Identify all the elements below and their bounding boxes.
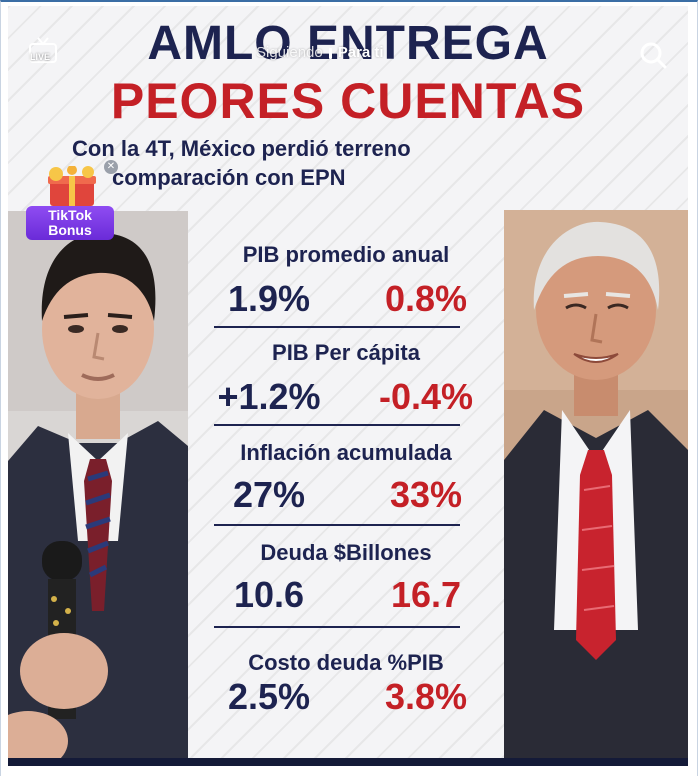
live-tv-icon[interactable] [28,36,58,64]
headline-line2: PEORES CUENTAS [110,73,586,129]
stat-amlo-deuda: 16.7 [390,574,462,615]
divider [214,626,460,628]
bonus-label-line2: Bonus [48,222,92,238]
stat-amlo-inflacion: 33% [389,474,463,515]
stat-label-pib-anual: PIB promedio anual [242,242,450,267]
bottom-bar [8,758,688,766]
stat-amlo-pib-per-capita: -0.4% [378,376,474,417]
divider [214,424,460,426]
live-label: LIVE [30,52,51,62]
stat-label-deuda: Deuda $Billones [260,540,432,565]
stat-label-inflacion: Inflación acumulada [240,440,452,465]
gift-box-icon [48,166,96,206]
stat-label-pib-per-capita: PIB Per cápita [272,340,420,365]
stat-epn-inflacion: 27% [232,474,306,515]
stat-label-costo-deuda: Costo deuda %PIB [248,650,444,675]
tab-following[interactable]: Siguiendo [256,44,323,61]
close-icon[interactable]: ✕ [104,160,118,174]
stat-epn-pib-per-capita: +1.2% [217,376,321,417]
post-image: AMLO ENTREGA PEORES CUENTAS Con la 4T, M… [8,6,688,766]
divider [214,524,460,526]
search-icon[interactable] [638,40,668,70]
headline-line1: AMLO ENTREGA [147,17,549,70]
feed-tabs: Siguiendo Para ti [256,44,384,61]
tiktok-bonus-widget[interactable]: ✕ TikTok Bonus [22,158,118,240]
portrait-right-photo [504,210,688,766]
subtitle: Con la 4T, México perdió terreno compara… [72,134,512,192]
portrait-left-photo [8,211,188,766]
stat-epn-costo-deuda: 2.5% [227,676,311,717]
tab-for-you[interactable]: Para ti [337,44,384,61]
stat-amlo-pib-anual: 0.8% [384,278,468,319]
subtitle-line1: Con la 4T, México perdió terreno [72,136,411,161]
tab-separator [328,47,332,59]
stat-amlo-costo-deuda: 3.8% [384,676,468,717]
bonus-label-line1: TikTok [48,207,92,223]
stat-epn-pib-anual: 1.9% [227,278,311,319]
divider [214,326,460,328]
stat-epn-deuda: 10.6 [233,574,305,615]
subtitle-line2: comparación con EPN [112,165,346,190]
tiktok-bonus-badge: TikTok Bonus [26,206,114,240]
